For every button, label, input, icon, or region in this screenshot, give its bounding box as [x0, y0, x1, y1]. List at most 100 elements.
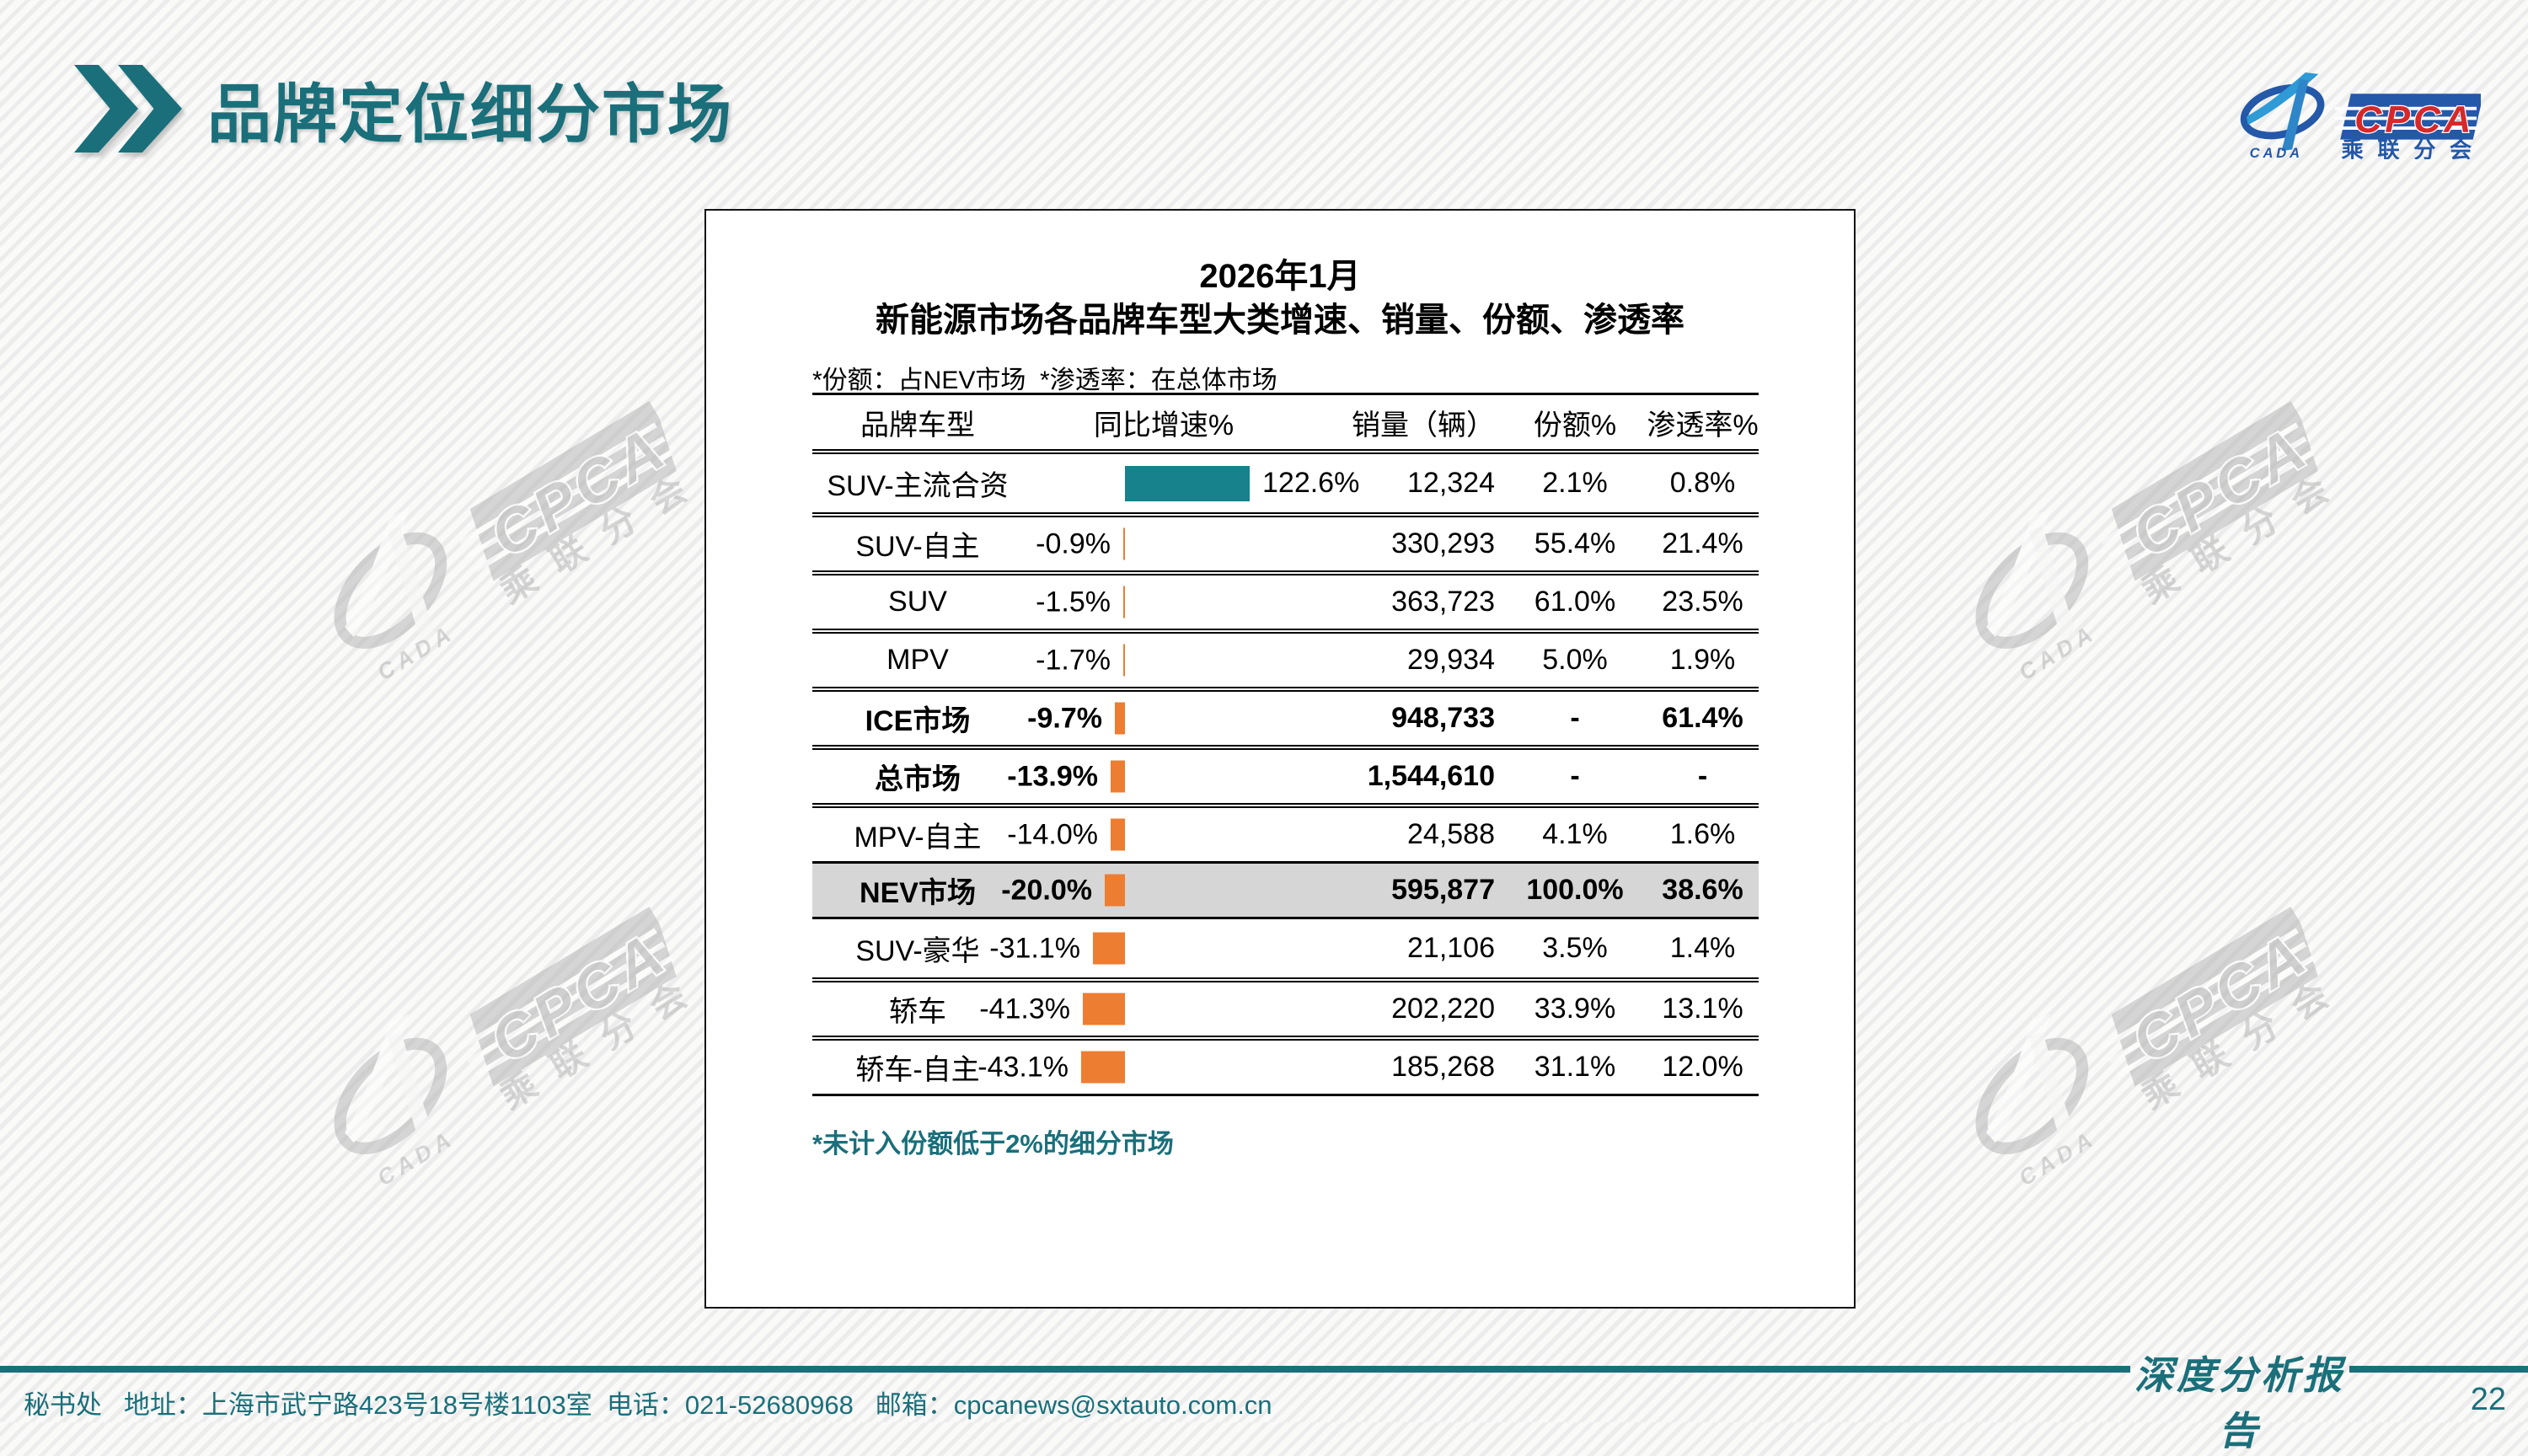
double-chevron-icon [74, 65, 182, 153]
growth-bar [1123, 586, 1125, 618]
cpca-watermark [291, 875, 704, 1202]
table-row: 总市场 -13.9% 1,544,610 - - [812, 745, 1759, 803]
row-share: 2.1% [1542, 467, 1608, 499]
growth-bar [1093, 932, 1125, 965]
growth-bar [1081, 1051, 1125, 1084]
growth-bar [1111, 760, 1125, 793]
table-row: MPV-自主 -14.0% 24,588 4.1% 1.6% [812, 803, 1759, 861]
row-penetration: 0.8% [1669, 467, 1736, 499]
growth-bar [1111, 818, 1125, 851]
row-category: ICE市场 [865, 705, 971, 737]
growth-label: -9.7% [1027, 702, 1102, 734]
row-penetration: 12.0% [1662, 1051, 1743, 1083]
growth-label: -1.5% [1036, 586, 1111, 618]
growth-cell: -20.0% [1001, 864, 1352, 917]
growth-cell: -43.1% [977, 1041, 1352, 1094]
cpca-watermark [1932, 875, 2345, 1202]
growth-cell: -13.9% [1007, 750, 1352, 803]
growth-cell: -1.5% [1023, 575, 1352, 629]
row-category: 轿车 [889, 996, 946, 1028]
growth-label: -20.0% [1001, 874, 1092, 906]
growth-label: -14.0% [1007, 818, 1098, 850]
growth-bar [1125, 465, 1250, 501]
footer-rule-right [2349, 1366, 2528, 1373]
chart-card: 2026年1月 新能源市场各品牌车型大类增速、销量、份额、渗透率 *份额：占NE… [704, 209, 1856, 1309]
row-sales: 330,293 [1391, 527, 1495, 559]
cpca-logo [2235, 71, 2481, 163]
row-penetration: 21.4% [1662, 527, 1743, 559]
row-category: SUV-自主 [855, 531, 980, 563]
col-header-penetration: 渗透率% [1647, 409, 1759, 442]
page-title: 品牌定位细分市场 [207, 79, 733, 151]
col-header-growth: 同比增速% [1093, 409, 1235, 442]
row-sales: 185,268 [1391, 1051, 1495, 1083]
chart-title-line2: 新能源市场各品牌车型大类增速、销量、份额、渗透率 [876, 302, 1684, 339]
row-share: 5.0% [1542, 644, 1608, 676]
table-row: SUV-豪华 -31.1% 21,106 3.5% 1.4% [812, 919, 1759, 977]
row-penetration: 1.4% [1669, 932, 1736, 964]
row-category: NEV市场 [860, 877, 976, 909]
row-category: SUV-主流合资 [827, 470, 1009, 502]
growth-label: 122.6% [1262, 467, 1360, 499]
table-row-highlighted: NEV市场 -20.0% 595,877 100.0% 38.6% [812, 861, 1759, 919]
row-category: 轿车-自主 [855, 1054, 980, 1086]
row-category: MPV-自主 [854, 822, 982, 854]
page-number: 22 [2470, 1382, 2506, 1417]
row-penetration: 13.1% [1662, 993, 1743, 1025]
row-category: SUV [888, 586, 947, 618]
footer-contact-text: 秘书处 地址：上海市武宁路423号18号楼1103室 电话：021-526809… [24, 1390, 954, 1420]
row-share: - [1570, 760, 1580, 792]
row-share: 33.9% [1534, 993, 1616, 1025]
row-share: 61.0% [1534, 586, 1616, 618]
report-type-label: 深度分析报告 [2134, 1354, 2345, 1453]
growth-bar [1083, 993, 1125, 1025]
row-sales: 202,220 [1391, 993, 1495, 1025]
table-row: 轿车 -41.3% 202,220 33.9% 13.1% [812, 977, 1759, 1036]
growth-bar [1123, 644, 1125, 677]
col-header-share: 份额% [1533, 409, 1617, 442]
footer-rule-left [0, 1366, 2130, 1373]
chart-footnote: *未计入份额低于2%的细分市场 [812, 1129, 1174, 1159]
row-penetration: 23.5% [1662, 586, 1743, 618]
chart-title: 2026年1月 新能源市场各品牌车型大类增速、销量、份额、渗透率 [706, 254, 1854, 342]
growth-label: -0.9% [1036, 527, 1111, 559]
growth-cell: -31.1% [989, 919, 1352, 977]
row-penetration: - [1697, 760, 1708, 792]
row-penetration: 1.6% [1669, 818, 1736, 850]
cpca-watermark [1932, 370, 2345, 696]
row-share: 55.4% [1534, 527, 1616, 559]
growth-label: -13.9% [1007, 760, 1098, 792]
row-category: 总市场 [875, 763, 961, 795]
row-sales: 24,588 [1407, 818, 1495, 850]
growth-bar [1115, 702, 1125, 735]
growth-cell: -9.7% [1023, 692, 1352, 745]
row-penetration: 38.6% [1662, 874, 1743, 906]
growth-bar [1105, 874, 1125, 907]
row-sales: 948,733 [1391, 702, 1495, 734]
table-row: SUV-自主 -0.9% 330,293 55.4% 21.4% [812, 512, 1759, 570]
table-row: 轿车-自主 -43.1% 185,268 31.1% 12.0% [812, 1036, 1759, 1094]
growth-cell: -14.0% [1007, 808, 1352, 861]
row-sales: 21,106 [1407, 932, 1495, 964]
data-table: 品牌车型 同比增速% 销量（辆） 份额% 渗透率% SUV-主流合资 122.6… [812, 393, 1759, 1096]
row-category: MPV [886, 644, 949, 676]
row-sales: 12,324 [1407, 467, 1495, 499]
row-penetration: 61.4% [1662, 702, 1743, 734]
row-penetration: 1.9% [1669, 644, 1736, 676]
table-row: ICE市场 -9.7% 948,733 - 61.4% [812, 687, 1759, 745]
table-row: MPV -1.7% 29,934 5.0% 1.9% [812, 629, 1759, 687]
footer-email: cpcanews@sxtauto.com.cn [953, 1390, 1272, 1420]
growth-cell: 122.6% [1023, 454, 1359, 512]
table-row: SUV-主流合资 122.6% 12,324 2.1% 0.8% [812, 454, 1759, 512]
chart-note: *份额：占NEV市场 *渗透率：在总体市场 [812, 367, 1277, 394]
growth-label: -1.7% [1036, 644, 1111, 676]
chart-title-line1: 2026年1月 [1199, 258, 1361, 295]
table-header-row: 品牌车型 同比增速% 销量（辆） 份额% 渗透率% [812, 395, 1759, 454]
slide-header: 品牌定位细分市场 [74, 62, 733, 155]
row-sales: 29,934 [1407, 644, 1495, 676]
footer-contact: 秘书处 地址：上海市武宁路423号18号楼1103室 电话：021-526809… [24, 1384, 1272, 1421]
row-sales: 363,723 [1391, 586, 1495, 618]
growth-cell: -0.9% [1023, 517, 1352, 570]
growth-label: -31.1% [989, 932, 1080, 964]
row-share: 3.5% [1542, 932, 1608, 964]
